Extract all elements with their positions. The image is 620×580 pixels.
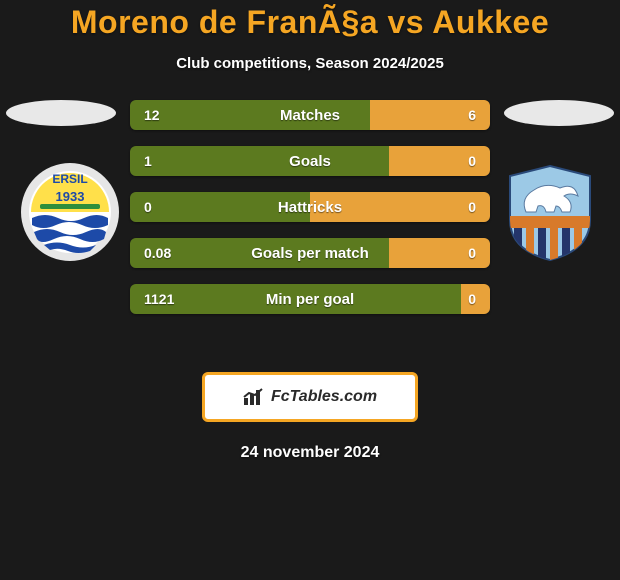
stat-right-value: 0 — [310, 192, 490, 222]
content-area: ERSIL 1933 — [0, 100, 620, 360]
page-title: Moreno de FranÃ§a vs Aukkee — [0, 4, 620, 41]
stat-row: 11210Min per goal — [130, 284, 490, 314]
stat-left-value: 0 — [130, 192, 310, 222]
club-badge-right-icon — [500, 162, 600, 262]
stat-left-value: 1121 — [130, 284, 461, 314]
club-logo-right — [500, 162, 600, 262]
stat-left-value: 12 — [130, 100, 370, 130]
branding-box: FcTables.com — [202, 372, 418, 422]
svg-text:ERSIL: ERSIL — [52, 172, 87, 186]
stat-right-value: 0 — [389, 146, 490, 176]
stat-right-value: 0 — [461, 284, 490, 314]
player-shadow-right — [504, 100, 614, 126]
infographic-root: Moreno de FranÃ§a vs Aukkee Club competi… — [0, 0, 620, 462]
player-shadow-left — [6, 100, 116, 126]
club-badge-left-icon: ERSIL 1933 — [20, 162, 120, 262]
stat-row: 00Hattricks — [130, 192, 490, 222]
stat-row: 126Matches — [130, 100, 490, 130]
branding-text: FcTables.com — [271, 388, 377, 406]
stat-row: 0.080Goals per match — [130, 238, 490, 268]
stat-left-value: 1 — [130, 146, 389, 176]
svg-text:1933: 1933 — [56, 189, 85, 204]
subtitle: Club competitions, Season 2024/2025 — [0, 55, 620, 72]
stat-row: 10Goals — [130, 146, 490, 176]
date-label: 24 november 2024 — [0, 444, 620, 462]
chart-icon — [243, 388, 265, 406]
stats-bars: 126Matches 10Goals 00Hattricks 0.080Goals p… — [130, 100, 490, 330]
stat-right-value: 0 — [389, 238, 490, 268]
stat-right-value: 6 — [370, 100, 490, 130]
club-logo-left: ERSIL 1933 — [20, 162, 120, 262]
stat-left-value: 0.08 — [130, 238, 389, 268]
